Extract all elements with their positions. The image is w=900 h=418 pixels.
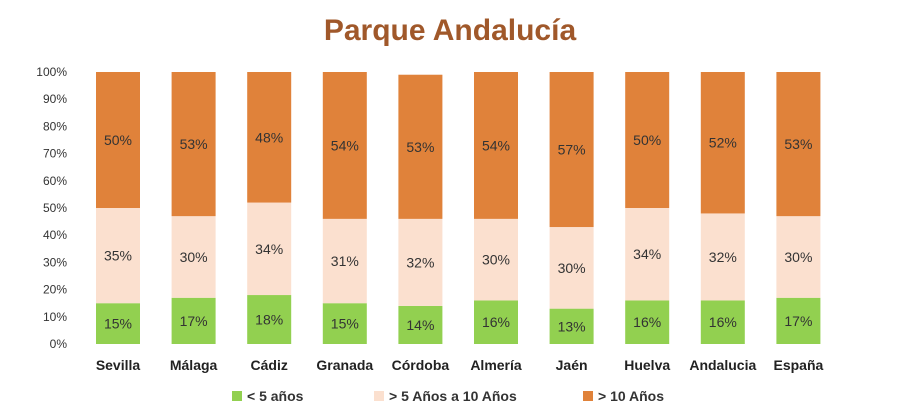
data-label: 16% xyxy=(633,314,661,330)
legend-swatch xyxy=(232,391,242,401)
category-label: Málaga xyxy=(170,357,218,373)
category-label: Huelva xyxy=(624,357,670,373)
bar-segment xyxy=(171,216,216,298)
y-tick-label: 0% xyxy=(50,337,68,351)
data-label: 15% xyxy=(104,316,132,332)
data-label: 32% xyxy=(406,254,434,270)
legend-label: < 5 años xyxy=(247,388,304,404)
bar-segment xyxy=(96,303,140,344)
data-label: 30% xyxy=(784,249,812,265)
y-tick-label: 20% xyxy=(43,283,67,297)
legend-swatch xyxy=(583,391,593,401)
bar-segment xyxy=(776,216,821,298)
bar-segment xyxy=(474,300,518,344)
data-label: 34% xyxy=(633,246,661,262)
data-label: 17% xyxy=(180,313,208,329)
bar-segment xyxy=(398,218,443,306)
bar-segment xyxy=(625,72,670,208)
y-tick-label: 70% xyxy=(43,147,67,161)
data-label: 52% xyxy=(709,135,737,151)
bar-segment xyxy=(549,308,594,344)
data-label: 16% xyxy=(482,314,510,330)
bar-segment xyxy=(247,72,292,203)
bar-segment xyxy=(247,295,292,344)
bar-segment xyxy=(322,72,367,219)
category-label: Sevilla xyxy=(96,357,141,373)
bar-segment xyxy=(322,218,367,304)
bar-segment xyxy=(776,297,821,344)
category-label: Cádiz xyxy=(251,357,288,373)
data-label: 18% xyxy=(255,312,283,328)
bar-segment xyxy=(625,208,670,301)
bar-segment xyxy=(322,303,367,344)
y-tick-label: 30% xyxy=(43,255,67,269)
bar-segment xyxy=(700,300,745,344)
data-label: 57% xyxy=(558,142,586,158)
bar-segment xyxy=(398,305,443,344)
bar-segment xyxy=(398,74,443,219)
data-label: 54% xyxy=(331,137,359,153)
bar-segment xyxy=(171,297,216,344)
legend-swatch xyxy=(374,391,384,401)
data-label: 50% xyxy=(104,132,132,148)
bar-segment xyxy=(625,300,670,344)
bar-segment xyxy=(700,213,745,301)
data-label: 15% xyxy=(331,316,359,332)
category-label: España xyxy=(773,357,823,373)
y-tick-label: 40% xyxy=(43,228,67,242)
data-label: 13% xyxy=(558,318,586,334)
data-label: 32% xyxy=(709,249,737,265)
legend-label: > 10 Años xyxy=(598,388,664,404)
bar-segment xyxy=(474,72,518,219)
category-label: Granada xyxy=(316,357,373,373)
y-tick-label: 50% xyxy=(43,201,67,215)
data-label: 53% xyxy=(406,139,434,155)
category-label: Jaén xyxy=(556,357,588,373)
legend-label: > 5 Años a 10 Años xyxy=(389,388,517,404)
bar-segment xyxy=(700,72,745,214)
bar-segment xyxy=(474,218,518,301)
data-label: 30% xyxy=(180,249,208,265)
category-label: Almería xyxy=(470,357,522,373)
y-tick-label: 10% xyxy=(43,310,67,324)
data-label: 50% xyxy=(633,132,661,148)
data-label: 30% xyxy=(482,252,510,268)
data-label: 14% xyxy=(406,317,434,333)
y-tick-label: 90% xyxy=(43,92,67,106)
data-label: 17% xyxy=(784,313,812,329)
data-label: 48% xyxy=(255,129,283,145)
category-label: Córdoba xyxy=(392,357,450,373)
data-label: 53% xyxy=(784,136,812,152)
bar-segment xyxy=(171,72,216,217)
data-label: 30% xyxy=(558,260,586,276)
data-label: 16% xyxy=(709,314,737,330)
y-tick-label: 100% xyxy=(36,65,67,79)
bar-segment xyxy=(247,202,292,296)
data-label: 31% xyxy=(331,253,359,269)
bar-segment xyxy=(96,208,140,304)
bar-segment xyxy=(776,72,821,217)
chart-title: Parque Andalucía xyxy=(323,14,577,47)
bar-segment xyxy=(549,227,594,309)
y-tick-label: 80% xyxy=(43,119,67,133)
category-label: Andalucia xyxy=(689,357,756,373)
bar-segment xyxy=(549,72,594,228)
bar-segment xyxy=(96,72,140,208)
data-label: 34% xyxy=(255,241,283,257)
data-label: 54% xyxy=(482,137,510,153)
data-label: 53% xyxy=(180,136,208,152)
y-tick-label: 60% xyxy=(43,174,67,188)
data-label: 35% xyxy=(104,248,132,264)
